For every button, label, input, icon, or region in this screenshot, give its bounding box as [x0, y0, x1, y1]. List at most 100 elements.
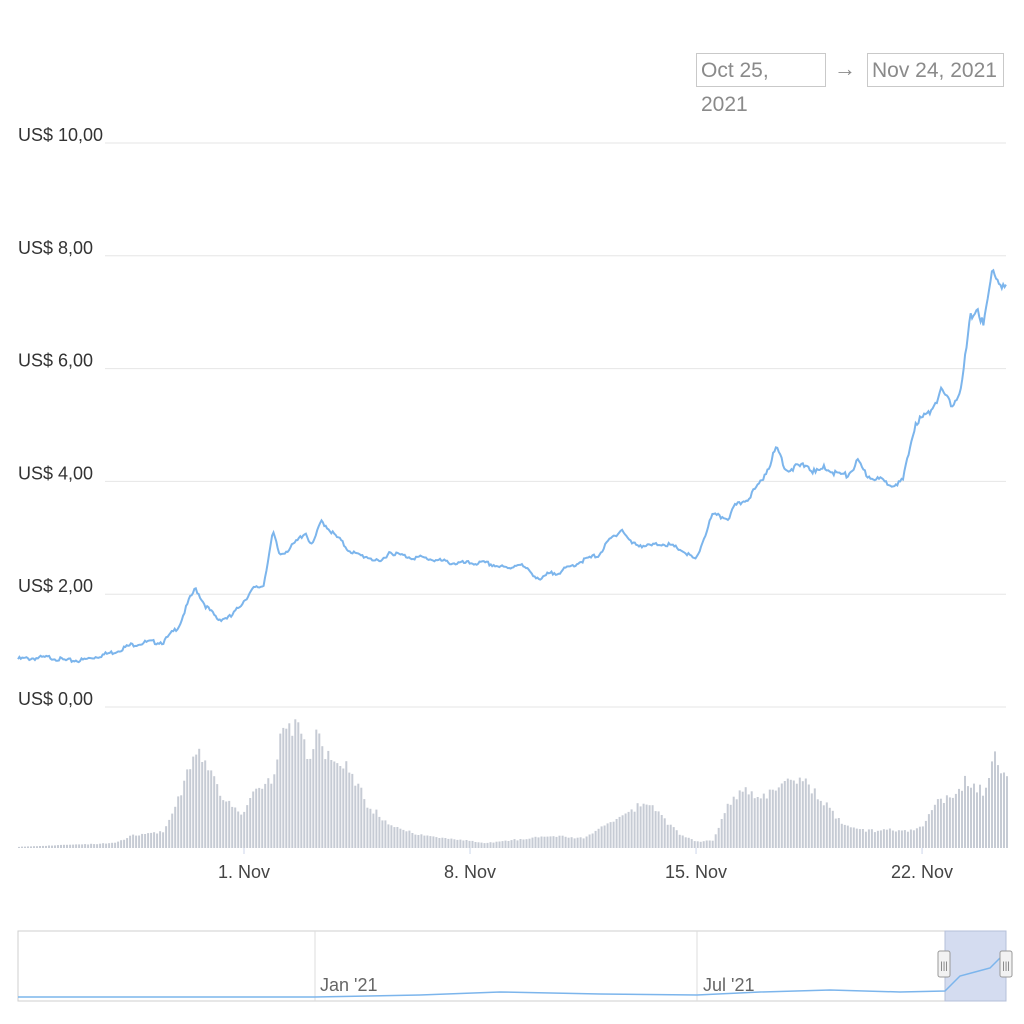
volume-bar: [951, 797, 954, 848]
y-tick-label: US$ 10,00: [18, 125, 103, 145]
navigator-selection[interactable]: [944, 930, 1007, 1002]
volume-bar: [33, 846, 35, 848]
volume-bar: [570, 837, 573, 848]
volume-bar: [93, 844, 96, 848]
volume-bar: [243, 811, 246, 848]
range-to-input[interactable]: Nov 24, 2021: [867, 53, 1004, 87]
handle-grip-icon: |||: [940, 961, 948, 972]
volume-bar: [747, 794, 750, 848]
volume-bar: [636, 803, 639, 848]
volume-bar: [231, 806, 234, 848]
volume-bar: [252, 791, 255, 848]
volume-bar: [720, 819, 723, 848]
volume-bar: [744, 787, 747, 848]
volume-bar: [750, 791, 753, 848]
volume-bar: [531, 837, 534, 848]
x-tick-label: 22. Nov: [891, 862, 953, 882]
volume-bar: [495, 841, 498, 848]
volume-bar: [90, 843, 93, 848]
volume-bar: [189, 769, 192, 848]
volume-bar: [357, 783, 360, 848]
y-tick-label: US$ 8,00: [18, 238, 93, 258]
volume-bar: [777, 787, 780, 848]
volume-bar: [729, 804, 732, 848]
volume-bar: [504, 840, 507, 848]
volume-bar: [507, 841, 510, 848]
volume-bar: [669, 824, 672, 848]
volume-bar: [405, 831, 408, 848]
volume-bar: [447, 838, 450, 848]
x-tick-label: 15. Nov: [665, 862, 727, 882]
volume-bar: [282, 727, 285, 848]
volume-bar: [306, 759, 309, 848]
volume-bar: [985, 787, 987, 848]
handle-grip-icon: |||: [1002, 961, 1010, 972]
volume-bar: [759, 798, 762, 848]
volume-bar: [123, 839, 126, 848]
volume-bar: [933, 804, 936, 848]
volume-bar: [687, 837, 690, 848]
volume-bar: [576, 837, 579, 848]
volume-bar: [876, 830, 879, 848]
volume-bar: [279, 733, 282, 848]
volume-bar: [225, 801, 228, 848]
volume-bar: [762, 793, 765, 848]
volume-bar: [372, 813, 375, 848]
volume-bar: [597, 828, 600, 848]
volume-bar: [234, 807, 237, 848]
volume-bar: [441, 837, 444, 848]
volume-bar: [126, 838, 129, 848]
volume-bar: [120, 840, 123, 848]
volume-bar: [831, 810, 834, 848]
volume-bar: [180, 795, 183, 848]
volume-bar: [927, 814, 930, 848]
volume-bar: [519, 839, 522, 848]
volume-bar: [210, 770, 213, 848]
volume-bar: [958, 788, 960, 848]
volume-bar: [384, 820, 387, 848]
volume-bar: [108, 843, 111, 848]
volume-bar: [105, 843, 108, 848]
volume-bar: [612, 821, 615, 848]
volume-bar: [24, 846, 26, 848]
volume-bar: [342, 768, 345, 848]
volume-bar: [195, 754, 198, 848]
volume-bar: [381, 820, 384, 848]
volume-bar: [627, 811, 630, 848]
y-tick-label: US$ 6,00: [18, 351, 93, 371]
volume-bar: [837, 818, 840, 848]
volume-bar: [513, 839, 516, 848]
volume-bar: [438, 838, 441, 848]
volume-bar: [273, 774, 276, 848]
volume-bar: [979, 784, 981, 848]
volume-bar: [102, 843, 105, 848]
volume-bar: [330, 760, 333, 848]
grid-lines: [105, 142, 1006, 708]
x-tick-label: 1. Nov: [218, 862, 270, 882]
volume-bar: [354, 785, 357, 848]
navigator-series-line: [18, 955, 1007, 998]
volume-bar: [480, 842, 483, 848]
volume-bar: [318, 733, 321, 848]
volume-bar: [141, 833, 144, 848]
volume-bar: [921, 826, 924, 848]
volume-bar: [312, 749, 315, 848]
navigator-label-jan: Jan '21: [320, 975, 377, 995]
volume-bar: [390, 825, 393, 848]
volume-bar: [621, 815, 624, 848]
navigator-handle-right[interactable]: |||: [999, 950, 1013, 978]
volume-bar: [351, 773, 354, 848]
volume-bar: [96, 844, 99, 848]
volume-bar: [651, 805, 654, 848]
volume-bar: [408, 830, 411, 848]
volume-bar: [582, 838, 585, 848]
navigator-handle-left[interactable]: |||: [937, 950, 951, 978]
volume-bar: [804, 778, 807, 848]
volume-bar: [588, 834, 591, 848]
navigator[interactable]: Jan '21 Jul '21 ||| |||: [17, 930, 1013, 1002]
volume-bar: [51, 845, 53, 848]
range-from-input[interactable]: Oct 25, 2021: [696, 53, 826, 116]
volume-bar: [618, 816, 621, 848]
volume-bar: [885, 829, 888, 848]
volume-bar: [57, 845, 59, 848]
